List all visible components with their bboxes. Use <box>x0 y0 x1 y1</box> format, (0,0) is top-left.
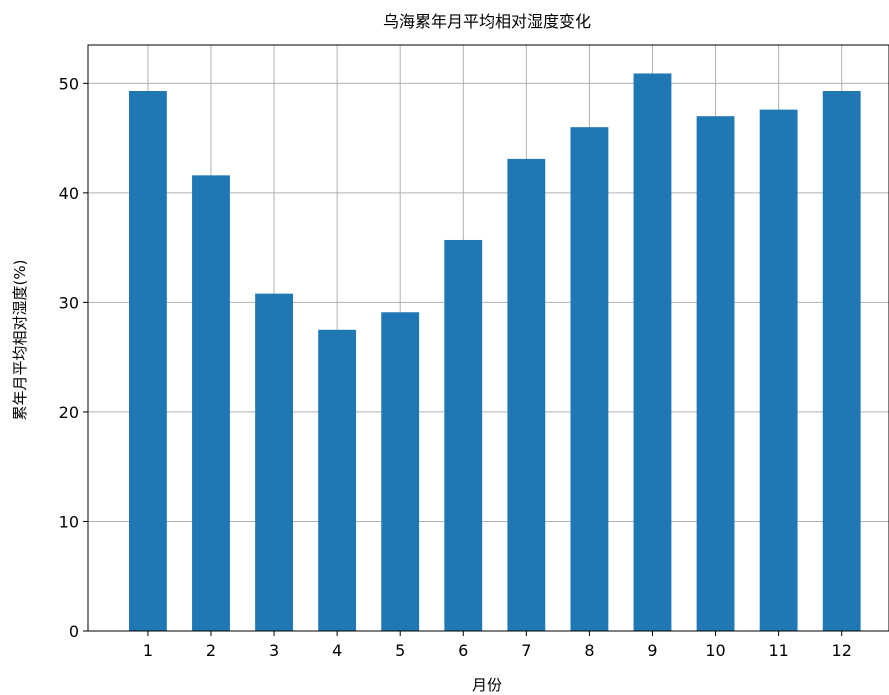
x-tick-label: 9 <box>647 641 657 660</box>
x-tick-label: 6 <box>458 641 468 660</box>
x-tick-label: 8 <box>584 641 594 660</box>
x-tick-label: 5 <box>395 641 405 660</box>
bar-month-7 <box>507 158 546 632</box>
chart-title: 乌海累年月平均相对湿度变化 <box>383 12 591 31</box>
y-axis-label: 累年月平均相对湿度(%) <box>11 260 29 421</box>
x-tick-label: 3 <box>269 641 279 660</box>
bar-month-1 <box>128 91 167 632</box>
y-tick-label: 30 <box>59 293 79 312</box>
y-tick-label: 20 <box>59 403 79 422</box>
bar-month-11 <box>759 109 798 632</box>
x-tick-label: 2 <box>206 641 216 660</box>
bar-month-9 <box>633 73 672 631</box>
bar-month-2 <box>192 175 230 631</box>
y-tick-label: 50 <box>59 74 79 93</box>
x-tick-label: 11 <box>768 641 788 660</box>
bar-month-4 <box>318 329 357 631</box>
x-tick-label: 1 <box>143 641 153 660</box>
x-axis-label: 月份 <box>472 676 502 694</box>
bars <box>128 73 861 632</box>
bar-month-6 <box>444 239 483 631</box>
bar-month-5 <box>381 312 420 631</box>
bar-month-10 <box>696 116 735 631</box>
x-tick-label: 12 <box>832 641 852 660</box>
bar-month-3 <box>255 293 293 631</box>
bar-month-8 <box>570 127 609 631</box>
bar-month-12 <box>822 91 861 632</box>
x-tick-label: 7 <box>521 641 531 660</box>
x-tick-label: 4 <box>332 641 342 660</box>
y-tick-label: 10 <box>59 512 79 531</box>
x-tick-label: 10 <box>705 641 725 660</box>
plot-frame <box>87 44 889 632</box>
y-tick-label: 40 <box>59 184 79 203</box>
y-tick-label: 0 <box>69 622 79 641</box>
